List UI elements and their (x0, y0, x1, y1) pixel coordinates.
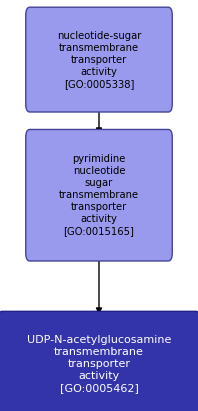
Text: pyrimidine
nucleotide
sugar
transmembrane
transporter
activity
[GO:0015165]: pyrimidine nucleotide sugar transmembran… (59, 154, 139, 236)
FancyBboxPatch shape (26, 129, 172, 261)
Text: UDP-N-acetylglucosamine
transmembrane
transporter
activity
[GO:0005462]: UDP-N-acetylglucosamine transmembrane tr… (27, 335, 171, 393)
Text: nucleotide-sugar
transmembrane
transporter
activity
[GO:0005338]: nucleotide-sugar transmembrane transport… (57, 30, 141, 89)
FancyBboxPatch shape (26, 7, 172, 112)
FancyBboxPatch shape (0, 312, 198, 411)
